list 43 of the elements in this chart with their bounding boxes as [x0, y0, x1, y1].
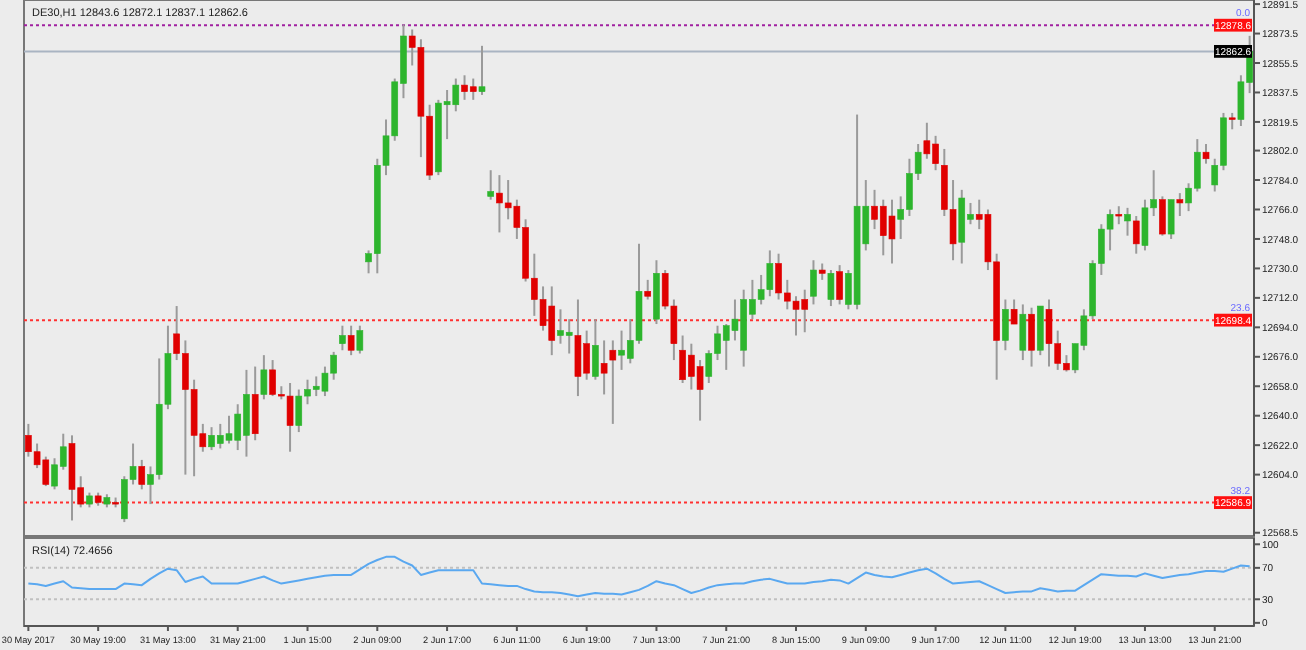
candlestick [600, 339, 608, 396]
candlestick [1045, 298, 1053, 368]
candlestick [565, 318, 573, 355]
candlestick [792, 295, 800, 337]
candlestick [653, 259, 660, 326]
candlestick [1132, 215, 1140, 255]
candlestick [478, 44, 486, 96]
candlestick [609, 339, 617, 425]
candlestick [696, 359, 704, 422]
candlestick [1019, 303, 1027, 362]
candlestick [1028, 306, 1035, 368]
candlestick [469, 77, 477, 101]
line-series [27, 555, 1251, 598]
candlestick [958, 188, 966, 265]
candlestick [574, 298, 582, 398]
candlestick [1141, 198, 1149, 252]
candlestick [1002, 298, 1009, 352]
candlestick [1176, 192, 1184, 218]
candlestick [923, 121, 931, 160]
candlestick [1124, 206, 1131, 237]
candlestick [836, 264, 843, 306]
candlestick [260, 354, 268, 401]
candlestick [888, 198, 896, 265]
candlestick [592, 318, 599, 381]
candlestick [1010, 298, 1018, 326]
candlestick [286, 381, 294, 453]
candlestick [1115, 205, 1123, 226]
candlestick [251, 365, 259, 442]
candlestick [356, 324, 364, 355]
candlestick [1167, 198, 1175, 240]
candlestick [827, 269, 835, 308]
candlestick [644, 278, 652, 301]
candlestick [225, 414, 233, 445]
candlestick [1159, 195, 1166, 237]
candlestick [295, 388, 303, 434]
candlestick [1036, 305, 1044, 357]
candlestick [487, 169, 494, 201]
candlestick [339, 324, 346, 352]
candlestick [347, 324, 355, 357]
candlestick [810, 259, 817, 306]
candlestick [68, 434, 76, 522]
candlestick [1202, 143, 1210, 165]
candlestick [138, 458, 146, 491]
